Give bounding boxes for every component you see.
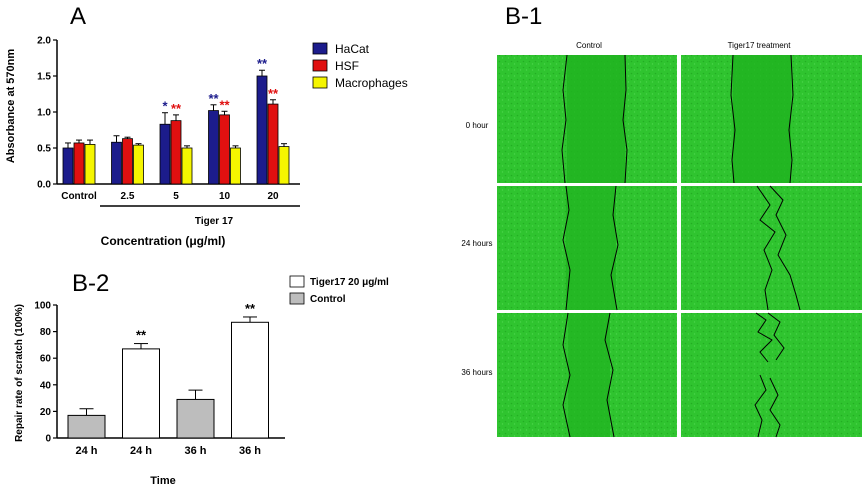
panel-a-significance-label: ** — [208, 91, 219, 106]
panel-a-significance-label: ** — [219, 97, 230, 112]
micrograph-control-0h — [497, 54, 677, 184]
panel-a-axes: 0.0 0.5 1.0 1.5 2.0 Control 2.5 5 10 20 — [37, 36, 300, 207]
panel-a-bar — [122, 138, 133, 185]
panel-a-y-tick-label: 0.0 — [37, 180, 51, 191]
panel-b2-legend-label: Control — [310, 294, 346, 305]
panel-b2-bar — [122, 348, 160, 439]
panel-a-bar — [159, 123, 171, 185]
panel-a-x-tick-label: 10 — [219, 191, 231, 202]
micrograph-control-36h — [497, 312, 677, 438]
panel-b2-legend-swatch — [289, 292, 305, 305]
panel-a-x-tick-label: Control — [61, 191, 97, 202]
panel-b2-x-tick-label: 24 h — [130, 445, 152, 457]
panel-b1-column-control: Control — [576, 41, 602, 50]
panel-b2-x-tick-label: 36 h — [239, 445, 261, 457]
panel-a-legend-swatch — [312, 59, 328, 72]
panel-a-bar — [73, 142, 85, 185]
panel-b2-legend-swatch — [289, 275, 305, 288]
panel-a-significance-label: ** — [257, 56, 268, 71]
panel-a-significance-label: * — [162, 99, 168, 114]
panel-b2-legend-label: Tiger17 20 μg/ml — [310, 277, 389, 288]
panel-b2-legend: Tiger17 20 μg/ml Control — [289, 275, 389, 305]
panel-a-legend: HaCat HSF Macrophages — [312, 42, 408, 90]
panel-a-bar — [170, 120, 182, 185]
panel-b2-y-tick-label: 100 — [34, 301, 51, 312]
panel-b2-bars: ** ** — [67, 301, 269, 439]
panel-a-bar — [256, 75, 268, 185]
panel-b2-x-tick-label: 24 h — [75, 445, 97, 457]
panel-b2-label: B-2 — [72, 270, 109, 297]
panel-a-legend-swatch — [312, 76, 328, 89]
panel-a-bar — [267, 103, 279, 185]
panel-a-significance-label: ** — [268, 86, 279, 101]
panel-a-legend-label: HaCat — [335, 42, 370, 56]
panel-b2-y-tick-label: 60 — [40, 354, 52, 365]
panel-b1-micrographs: B-1 Control Tiger17 treatment 0 hour 24 … — [461, 3, 862, 438]
panel-a-bar — [219, 114, 230, 185]
panel-a-bar — [84, 143, 96, 185]
panel-a-bar — [111, 141, 122, 185]
panel-a-bar — [133, 144, 144, 185]
micrograph-control-24h — [497, 185, 677, 311]
panel-a-bar — [278, 146, 290, 185]
panel-b2-significance-label: ** — [136, 328, 147, 343]
panel-b2-y-tick-label: 80 — [40, 327, 52, 338]
panel-b2-bar — [67, 414, 106, 439]
micrograph-treatment-0h — [681, 54, 862, 184]
panel-b2-x-axis-label: Time — [150, 475, 175, 487]
micrograph-treatment-36h — [681, 312, 862, 438]
panel-b2-x-tick-label: 36 h — [184, 445, 206, 457]
panel-a-bar — [62, 147, 74, 185]
panel-b2-y-tick-label: 20 — [40, 407, 52, 418]
panel-a-y-tick-label: 1.0 — [37, 108, 51, 119]
panel-b2-significance-label: ** — [245, 301, 256, 316]
panel-a-bar — [230, 147, 241, 185]
panel-b2-bar — [176, 398, 215, 439]
panel-a-y-tick-label: 1.5 — [37, 72, 51, 83]
panel-a-y-tick-label: 2.0 — [37, 36, 51, 47]
panel-a-legend-label: HSF — [335, 59, 359, 73]
panel-a-label: A — [70, 3, 86, 30]
panel-a-significance-label: ** — [171, 101, 182, 116]
panel-b1-row-24h: 24 hours — [461, 239, 492, 248]
panel-b1-row-0h: 0 hour — [466, 121, 489, 130]
panel-b2-y-tick-label: 0 — [45, 434, 51, 445]
panel-b2-bar — [231, 321, 269, 439]
panel-a-x-axis-label: Concentration (μg/ml) — [101, 234, 226, 248]
panel-a-bar — [208, 110, 219, 185]
panel-b2-y-axis-label: Repair rate of scratch (100%) — [14, 304, 25, 442]
panel-b1-title: B-1 — [505, 3, 542, 30]
panel-a-x-tick-label: 5 — [173, 191, 179, 202]
panel-b1-row-36h: 36 hours — [461, 368, 492, 377]
panel-a-x-tick-label: 2.5 — [121, 191, 135, 202]
panel-b1-column-treatment: Tiger17 treatment — [728, 41, 792, 50]
panel-a-legend-swatch — [312, 42, 328, 55]
panel-a-legend-label: Macrophages — [335, 76, 408, 90]
panel-a-x-tick-label: 20 — [267, 191, 279, 202]
panel-a-bar — [181, 147, 193, 185]
panel-a-y-axis-label: Absorbance at 570nm — [5, 49, 17, 164]
panel-a-bars: * **** ****** — [62, 56, 290, 185]
micrograph-treatment-24h — [681, 185, 862, 311]
panel-b2-chart: B-2 0 20 40 60 80 100 24 h 24 h 36 h 36 h ** ** Ti… — [14, 270, 389, 487]
panel-a-group-label: Tiger 17 — [195, 216, 234, 227]
panel-b2-y-tick-label: 40 — [40, 380, 52, 391]
panel-a-y-tick-label: 0.5 — [37, 144, 51, 155]
